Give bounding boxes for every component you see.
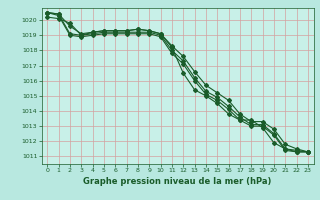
X-axis label: Graphe pression niveau de la mer (hPa): Graphe pression niveau de la mer (hPa) (84, 177, 272, 186)
